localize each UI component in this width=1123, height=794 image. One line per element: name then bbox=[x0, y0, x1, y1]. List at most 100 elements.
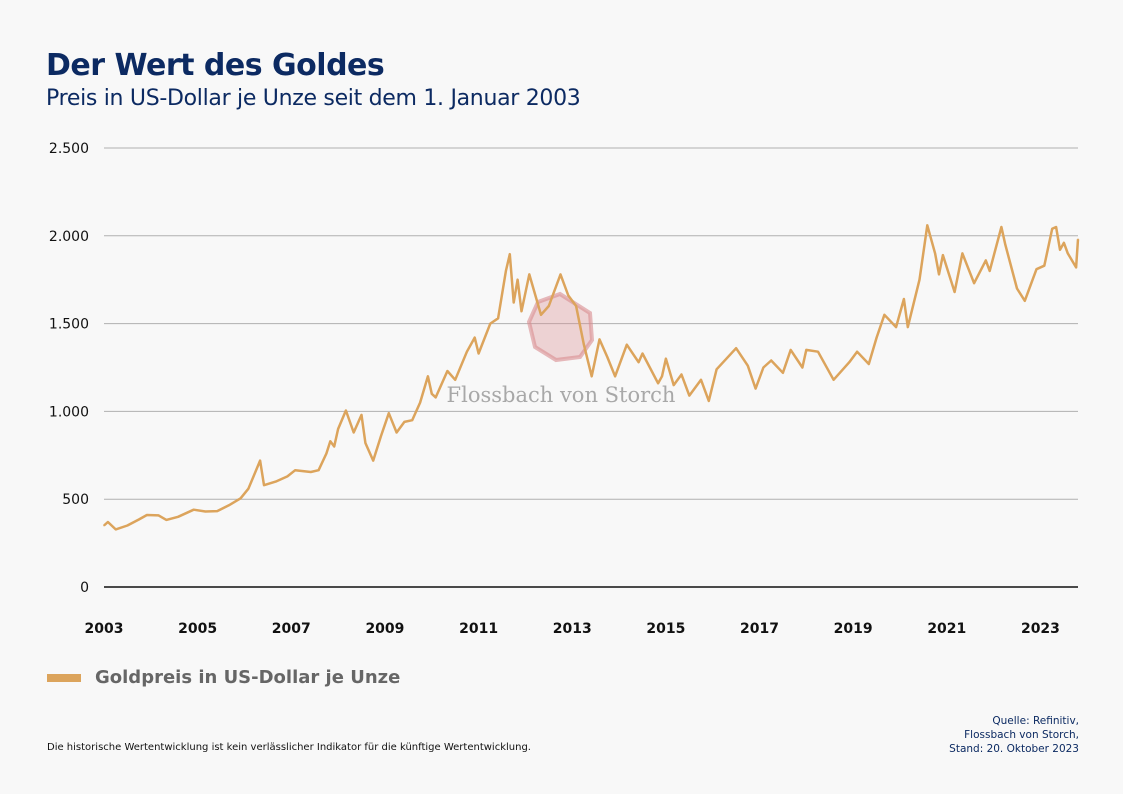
x-tick-label: 2003 bbox=[85, 621, 124, 637]
data-point bbox=[263, 484, 265, 486]
data-point bbox=[805, 349, 808, 351]
data-point bbox=[782, 371, 784, 374]
data-point bbox=[856, 350, 858, 353]
data-point bbox=[680, 373, 683, 376]
x-tick-label: 2021 bbox=[927, 621, 966, 637]
x-tick-label: 2015 bbox=[646, 621, 685, 637]
data-point bbox=[294, 469, 296, 472]
data-point bbox=[567, 294, 570, 297]
data-point bbox=[606, 356, 609, 358]
data-point bbox=[1004, 243, 1007, 246]
data-point bbox=[688, 394, 691, 397]
data-point bbox=[204, 510, 207, 513]
data-point bbox=[657, 382, 659, 385]
data-point bbox=[762, 366, 765, 369]
data-point bbox=[107, 521, 109, 523]
data-point bbox=[247, 487, 250, 490]
data-point bbox=[430, 393, 433, 395]
data-point bbox=[454, 378, 456, 381]
data-point bbox=[707, 400, 710, 402]
data-point bbox=[192, 508, 195, 511]
data-point bbox=[598, 338, 601, 341]
data-point bbox=[641, 352, 644, 355]
y-tick-label: 1.500 bbox=[49, 317, 89, 333]
data-point bbox=[1077, 238, 1079, 241]
data-point bbox=[715, 368, 718, 371]
data-point bbox=[157, 514, 160, 517]
data-point bbox=[337, 428, 339, 430]
source-line: Stand: 20. Oktober 2023 bbox=[949, 743, 1079, 755]
data-point bbox=[317, 469, 320, 472]
legend: Goldpreis in US-Dollar je Unze bbox=[47, 667, 400, 688]
data-point bbox=[918, 278, 921, 281]
source-line: Flossbach von Storch, bbox=[964, 729, 1079, 741]
data-point bbox=[700, 378, 702, 381]
data-point bbox=[817, 350, 819, 353]
data-point bbox=[583, 343, 585, 346]
data-point bbox=[1043, 264, 1046, 267]
data-point bbox=[867, 363, 870, 365]
y-tick-label: 500 bbox=[62, 492, 89, 508]
data-point bbox=[114, 528, 117, 531]
data-point bbox=[411, 419, 414, 421]
data-point bbox=[875, 336, 878, 339]
data-point bbox=[801, 366, 804, 369]
data-point bbox=[938, 273, 940, 276]
data-point bbox=[926, 224, 929, 227]
data-point bbox=[427, 375, 429, 378]
data-point bbox=[973, 282, 975, 285]
disclaimer: Die historische Wertentwicklung ist kein… bbox=[47, 742, 531, 753]
x-tick-label: 2017 bbox=[740, 621, 779, 637]
data-point bbox=[747, 364, 749, 367]
chart-title: Der Wert des Goldes bbox=[46, 48, 385, 83]
data-point bbox=[988, 270, 991, 272]
data-point bbox=[590, 375, 593, 378]
data-point bbox=[1035, 268, 1038, 270]
data-point bbox=[177, 515, 179, 518]
data-point bbox=[528, 273, 531, 276]
data-point bbox=[665, 357, 667, 360]
data-point bbox=[789, 349, 792, 351]
data-point bbox=[735, 347, 737, 349]
series-line-goldpreis bbox=[103, 224, 1080, 531]
data-point bbox=[352, 431, 355, 434]
data-point bbox=[286, 475, 289, 478]
data-point bbox=[126, 524, 129, 527]
data-point bbox=[1055, 226, 1057, 228]
data-point bbox=[1024, 299, 1026, 302]
data-point bbox=[446, 370, 449, 372]
data-point bbox=[961, 252, 964, 255]
data-point bbox=[508, 253, 511, 256]
data-point bbox=[575, 305, 577, 307]
data-point bbox=[832, 378, 835, 381]
data-point bbox=[434, 396, 437, 399]
data-point bbox=[259, 459, 261, 462]
y-tick-label: 0 bbox=[80, 580, 89, 596]
data-point bbox=[1063, 242, 1065, 244]
data-point bbox=[754, 387, 757, 390]
data-point bbox=[395, 431, 398, 434]
y-tick-label: 1.000 bbox=[49, 404, 89, 420]
data-point bbox=[848, 361, 851, 364]
data-point bbox=[614, 375, 616, 378]
data-point bbox=[559, 273, 562, 276]
legend-swatch bbox=[47, 673, 81, 682]
data-point bbox=[934, 252, 936, 255]
data-point bbox=[942, 254, 944, 256]
chart-subtitle: Preis in US-Dollar je Unze seit dem 1. J… bbox=[46, 86, 581, 111]
data-point bbox=[1075, 266, 1077, 269]
data-point bbox=[1051, 227, 1053, 230]
source-line: Quelle: Refinitiv, bbox=[992, 715, 1079, 727]
data-point bbox=[953, 291, 956, 293]
data-point bbox=[520, 310, 523, 313]
data-point bbox=[274, 480, 277, 483]
data-point bbox=[388, 412, 390, 414]
data-point bbox=[165, 519, 168, 521]
data-point bbox=[466, 350, 468, 353]
data-point bbox=[138, 518, 140, 521]
data-point bbox=[637, 361, 640, 364]
data-point bbox=[325, 452, 328, 455]
data-point bbox=[906, 326, 909, 328]
data-point bbox=[403, 421, 406, 423]
